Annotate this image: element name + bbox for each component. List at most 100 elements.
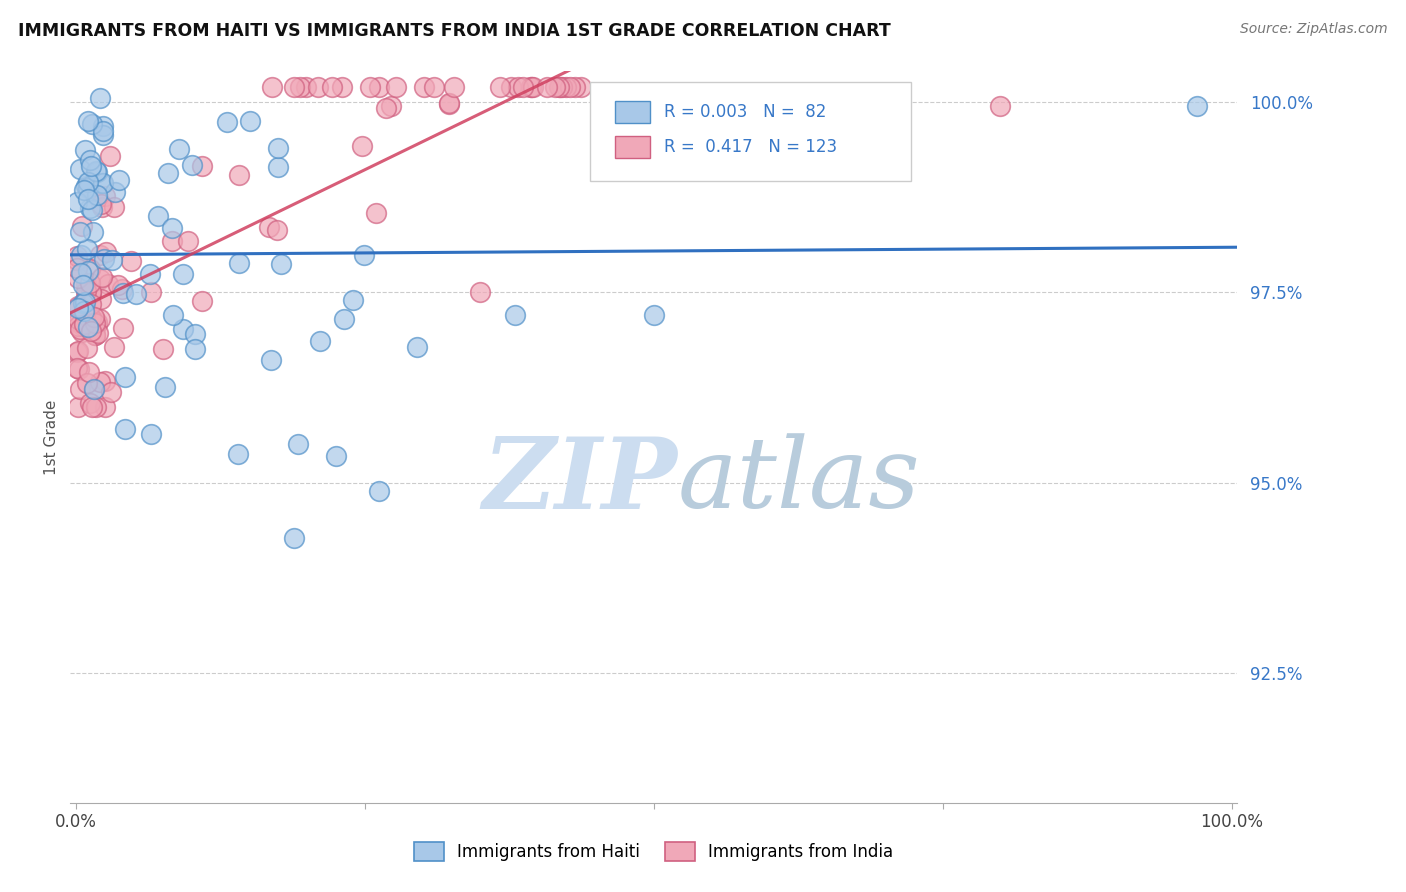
Point xyxy=(76,243,98,257)
Point xyxy=(191,294,214,309)
Y-axis label: 1st Grade: 1st Grade xyxy=(44,400,59,475)
Point xyxy=(89,272,111,286)
Point xyxy=(72,319,94,334)
Point xyxy=(536,79,558,94)
Point xyxy=(83,382,105,396)
Point xyxy=(266,223,288,237)
Point xyxy=(643,308,665,322)
Point xyxy=(84,316,107,330)
Point xyxy=(520,79,543,94)
Point xyxy=(558,79,581,94)
Point xyxy=(70,248,93,262)
Point xyxy=(267,161,290,175)
Bar xyxy=(616,136,651,158)
Point xyxy=(67,299,90,313)
Point xyxy=(307,79,329,94)
Point xyxy=(89,248,111,262)
Point xyxy=(91,119,114,133)
Point xyxy=(89,90,111,104)
Point xyxy=(75,143,97,157)
Point xyxy=(77,181,100,195)
Point xyxy=(177,234,200,248)
Point xyxy=(86,188,108,202)
Point xyxy=(79,262,101,277)
Point xyxy=(79,153,101,167)
Point xyxy=(257,220,280,235)
Point xyxy=(162,309,184,323)
Point xyxy=(80,400,103,414)
Point xyxy=(66,250,89,264)
Point xyxy=(352,138,374,153)
Point xyxy=(325,449,347,463)
Point xyxy=(94,244,117,259)
Point xyxy=(75,285,97,299)
Point xyxy=(353,248,375,262)
Point xyxy=(79,285,101,300)
Point xyxy=(103,340,125,354)
Point xyxy=(359,79,381,94)
Point xyxy=(90,292,112,306)
Point xyxy=(79,201,101,215)
Point xyxy=(184,342,207,356)
Point xyxy=(101,252,124,267)
Point xyxy=(330,79,353,94)
Point xyxy=(423,79,446,94)
Point xyxy=(160,221,183,235)
Point xyxy=(94,400,117,414)
Point xyxy=(172,267,194,281)
Point xyxy=(70,219,93,233)
Point xyxy=(181,158,204,172)
Point xyxy=(91,128,114,143)
Point xyxy=(86,315,108,329)
Point xyxy=(70,266,93,280)
Point xyxy=(1185,98,1208,112)
Point xyxy=(167,142,190,156)
Point xyxy=(79,159,101,173)
Text: Source: ZipAtlas.com: Source: ZipAtlas.com xyxy=(1240,22,1388,37)
Point xyxy=(69,322,91,336)
Point xyxy=(86,165,108,179)
Point xyxy=(91,200,114,214)
Point xyxy=(98,149,121,163)
Point xyxy=(342,293,364,307)
Point xyxy=(554,79,576,94)
Point xyxy=(89,375,111,389)
Point xyxy=(287,437,309,451)
Point xyxy=(79,365,101,379)
Point xyxy=(90,176,112,190)
Point xyxy=(437,96,460,111)
Point xyxy=(270,257,292,271)
Point xyxy=(183,326,205,341)
Point xyxy=(103,200,125,214)
Point xyxy=(80,324,103,338)
Text: R =  0.417   N = 123: R = 0.417 N = 123 xyxy=(664,137,838,156)
Point xyxy=(160,235,183,249)
Point xyxy=(148,210,170,224)
Point xyxy=(87,326,110,340)
Point xyxy=(290,79,312,94)
Point xyxy=(80,285,103,300)
Point xyxy=(72,326,94,340)
Point xyxy=(499,79,522,94)
Point xyxy=(366,206,388,220)
Point xyxy=(503,308,526,322)
Point xyxy=(295,79,318,94)
Point xyxy=(93,252,115,266)
Point xyxy=(309,334,332,348)
Point xyxy=(107,278,129,293)
Point xyxy=(437,96,460,111)
Point xyxy=(73,308,96,322)
Point xyxy=(67,271,90,285)
Point xyxy=(120,254,142,268)
Point xyxy=(69,382,91,396)
Point xyxy=(141,426,163,441)
Point xyxy=(110,282,132,296)
Point xyxy=(66,343,89,358)
Point xyxy=(75,178,97,193)
Point xyxy=(76,175,98,189)
Point xyxy=(550,79,572,94)
Point xyxy=(84,327,107,342)
Point xyxy=(569,79,592,94)
Point xyxy=(66,344,89,359)
Point xyxy=(412,79,434,94)
